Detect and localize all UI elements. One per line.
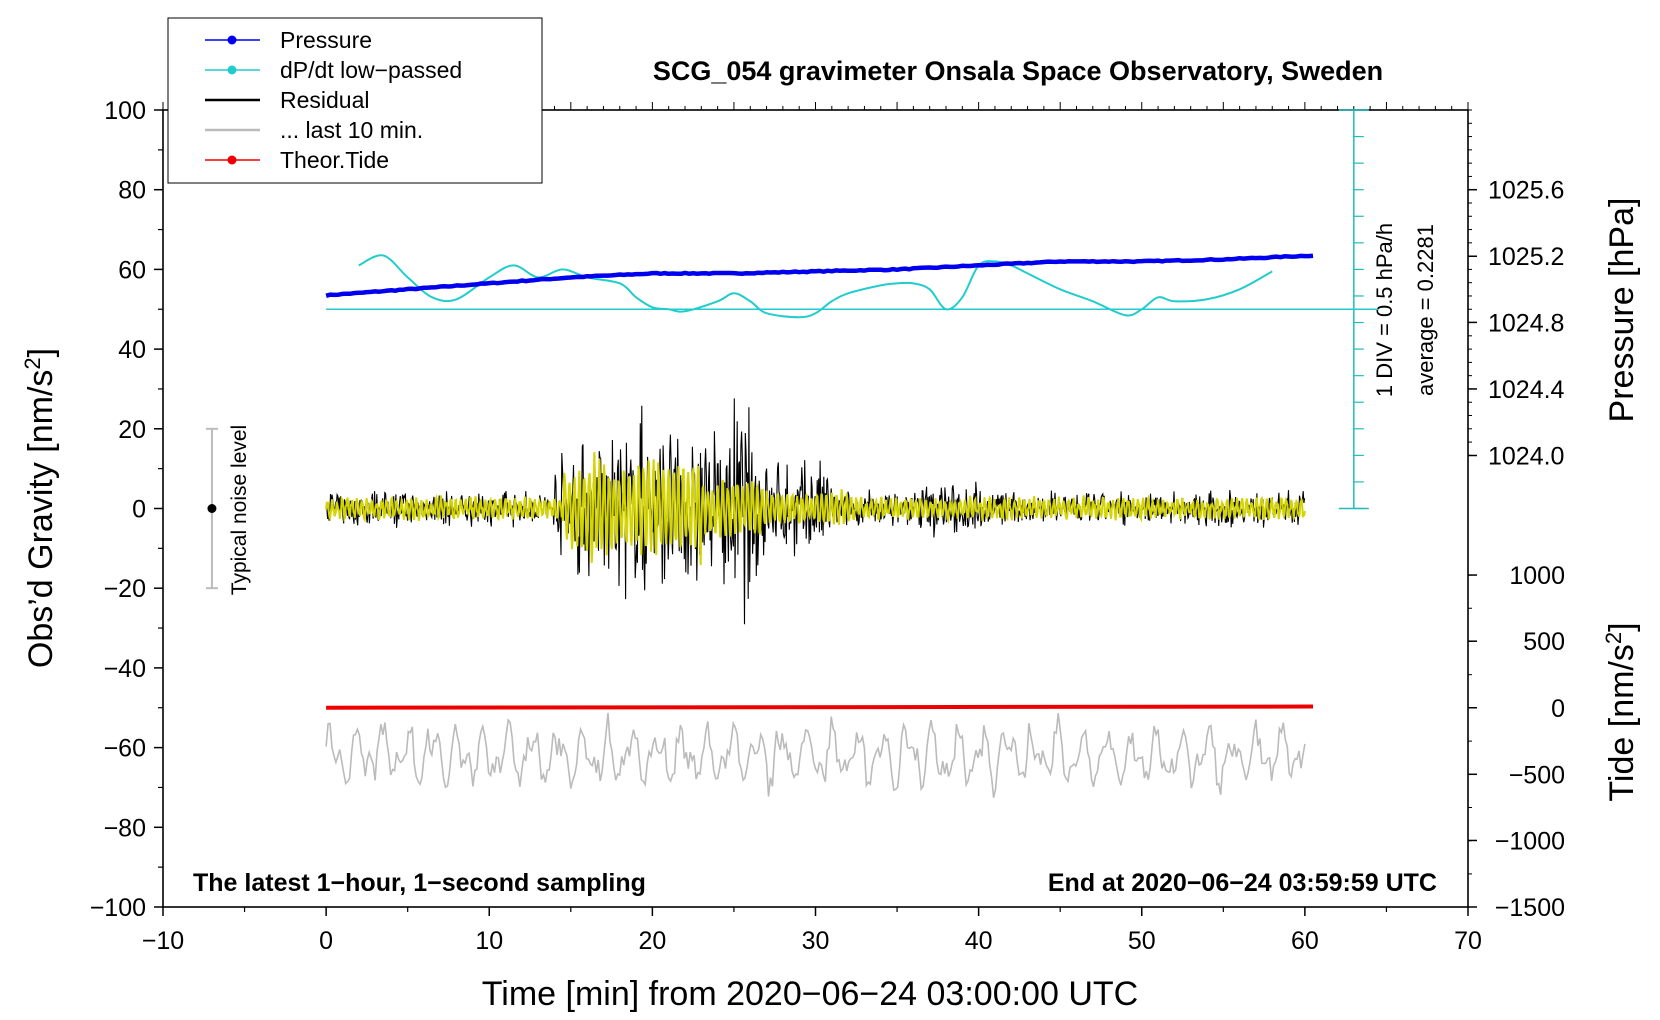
residual-lowpass-line: [325, 452, 1306, 566]
y-tick-label: −20: [104, 575, 146, 603]
y-tick-label: −80: [104, 814, 146, 842]
dpdt-average-label: average = 0.2281: [1413, 224, 1438, 396]
pressure-tick-label: 1024.8: [1488, 309, 1564, 337]
tide-tick-label: −500: [1509, 761, 1565, 789]
legend-marker: [227, 35, 237, 45]
tide-tick-label: 1000: [1509, 562, 1565, 590]
y-tick-label: −40: [104, 655, 146, 683]
y-tick-label: −60: [104, 735, 146, 763]
legend-marker: [227, 65, 237, 75]
legend: Pressure dP/dt low−passed Residual ... last…: [167, 17, 543, 184]
tide-tick-label: −1500: [1495, 894, 1565, 922]
y-tick-label: 100: [104, 97, 146, 125]
dpdt-line: [358, 254, 1273, 319]
x-tick-label: 0: [319, 927, 333, 955]
tide-tick-label: −1000: [1495, 827, 1565, 855]
x-tick-label: 60: [1291, 927, 1319, 955]
x-axis-title: Time [min] from 2020−06−24 03:00:00 UTC: [482, 975, 1138, 1013]
y-axis-title-left: Obs’d Gravity [nm/s2]: [20, 348, 60, 668]
x-tick-label: 50: [1128, 927, 1156, 955]
x-tick-label: −10: [142, 927, 184, 955]
last-10-min-line: [325, 712, 1306, 798]
y-tick-label: 40: [118, 336, 146, 364]
y-tick-label: 0: [132, 496, 146, 524]
x-tick-label: 10: [475, 927, 503, 955]
annotation-end-time: End at 2020−06−24 03:59:59 UTC: [1048, 869, 1437, 897]
legend-label: Residual: [280, 87, 370, 113]
pressure-axis-title: Pressure [hPa]: [1603, 198, 1641, 423]
x-tick-label: 20: [638, 927, 666, 955]
pressure-tick-label: 1024.0: [1488, 442, 1564, 470]
legend-label: Pressure: [280, 27, 372, 53]
y-tick-label: 60: [118, 256, 146, 284]
noise-bar-dot: [207, 504, 217, 513]
x-tick-label: 40: [965, 927, 993, 955]
tide-axis-title-close: ]: [1603, 622, 1641, 631]
y-tick-label: 80: [118, 177, 146, 205]
tide-tick-label: 0: [1551, 695, 1565, 723]
tide-axis-title-text: Tide [nm/s: [1603, 644, 1641, 801]
tide-tick-label: 500: [1523, 628, 1565, 656]
axis-ticks: −10 0 10 20 30 40 50 60 70100806040200−20−40−60−…: [90, 97, 1565, 955]
y-axis-title-left-text: Obs’d Gravity [nm/s: [22, 370, 60, 669]
annotation-sampling: The latest 1−hour, 1−second sampling: [193, 869, 646, 897]
pressure-tick-label: 1025.2: [1488, 243, 1564, 271]
noise-level-label: Typical noise level: [228, 425, 251, 595]
x-tick-label: 70: [1454, 927, 1482, 955]
x-tick-label: 30: [802, 927, 830, 955]
y-axis-title-left-sup: 2: [20, 357, 45, 369]
data-series: [205, 109, 1379, 798]
tide-axis-title: Tide [nm/s2]: [1601, 622, 1641, 801]
chart-title: SCG_054 gravimeter Onsala Space Observat…: [653, 56, 1383, 86]
y-tick-label: −100: [90, 894, 146, 922]
pressure-line: [325, 253, 1314, 298]
y-tick-label: 20: [118, 416, 146, 444]
pressure-tick-label: 1024.4: [1488, 376, 1565, 404]
tide-line: [326, 704, 1314, 710]
legend-label: dP/dt low−passed: [280, 57, 462, 83]
legend-marker: [227, 155, 237, 165]
pressure-tick-label: 1025.6: [1488, 177, 1564, 205]
legend-label: ... last 10 min.: [280, 117, 423, 143]
y-axis-title-left-close: ]: [22, 348, 60, 357]
tide-axis-title-sup: 2: [1601, 632, 1626, 644]
legend-label: Theor.Tide: [280, 147, 389, 173]
